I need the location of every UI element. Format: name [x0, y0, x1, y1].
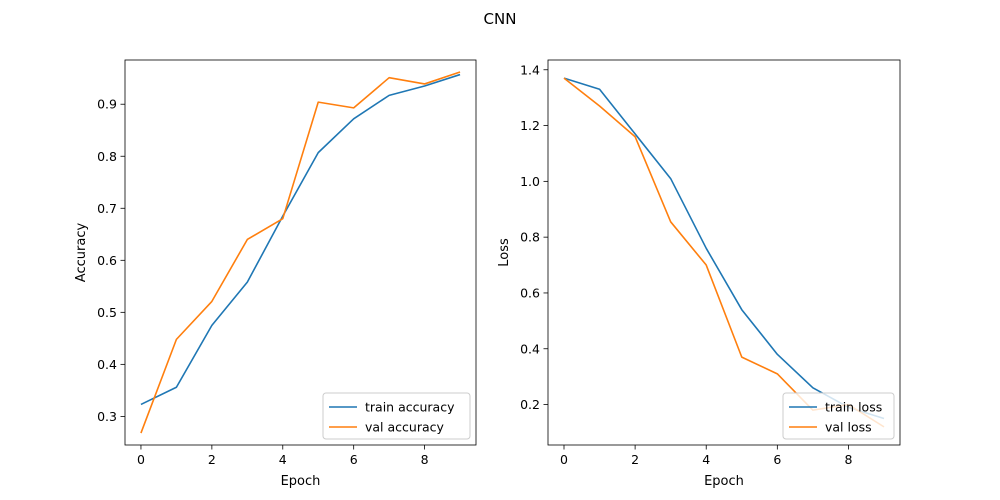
accuracy-ytick-label: 0.6: [97, 253, 117, 268]
loss-ytick-label: 1.2: [520, 118, 540, 133]
loss-legend: train loss val loss: [782, 392, 895, 440]
accuracy-series-val-line: [140, 71, 461, 434]
loss-series-train-line: [563, 77, 885, 420]
loss-ytick-label: 0.4: [520, 341, 540, 356]
loss-xtick-label: 2: [631, 452, 639, 467]
accuracy-plot-frame: [124, 59, 477, 446]
loss-ytick-label: 0.8: [520, 230, 540, 245]
accuracy-xtick-label: 4: [279, 452, 287, 467]
accuracy-ytick-label: 0.4: [97, 357, 117, 372]
loss-plot-frame: [547, 59, 901, 446]
accuracy-xlabel: Epoch: [281, 474, 321, 489]
accuracy-legend-box: [322, 392, 471, 440]
accuracy-ytick-label: 0.9: [97, 97, 117, 112]
loss-series-val-line: [563, 77, 885, 428]
figure-title: CNN: [484, 10, 517, 28]
loss-chart: 0 2 4 6 8 0.2 0.4 0.6 0.8 1.0 1.2 1.4 Epoch Loss train…: [497, 59, 901, 489]
accuracy-ytick-label: 0.7: [97, 201, 117, 216]
accuracy-xtick-label: 6: [350, 452, 358, 467]
accuracy-xtick-label: 0: [137, 452, 145, 467]
accuracy-legend-label-val: val accuracy: [365, 420, 445, 435]
accuracy-ylabel: Accuracy: [74, 223, 89, 283]
accuracy-xtick-label: 2: [208, 452, 216, 467]
loss-ytick-label: 0.6: [520, 285, 540, 300]
accuracy-ytick-label: 0.3: [97, 409, 117, 424]
loss-ylabel: Loss: [497, 238, 512, 267]
loss-ytick-label: 1.0: [520, 174, 540, 189]
accuracy-series-train-line: [140, 73, 461, 406]
loss-xlabel: Epoch: [704, 474, 744, 489]
loss-legend-label-train: train loss: [825, 400, 882, 415]
accuracy-legend-label-train: train accuracy: [365, 400, 455, 415]
loss-xtick-label: 8: [844, 452, 852, 467]
loss-legend-label-val: val loss: [825, 420, 872, 435]
accuracy-legend: train accuracy val accuracy: [322, 392, 471, 440]
loss-xtick-label: 6: [773, 452, 781, 467]
loss-xtick-label: 0: [560, 452, 568, 467]
accuracy-ytick-label: 0.8: [97, 149, 117, 164]
loss-ytick-label: 0.2: [520, 397, 540, 412]
loss-xtick-label: 4: [702, 452, 710, 467]
accuracy-ytick-label: 0.5: [97, 305, 117, 320]
loss-ytick-label: 1.4: [520, 62, 540, 77]
accuracy-xtick-label: 8: [421, 452, 429, 467]
accuracy-chart: 0 2 4 6 8 0.3 0.4 0.5 0.6 0.7 0.8 0.9 Epoch Accuracy t…: [74, 59, 477, 489]
